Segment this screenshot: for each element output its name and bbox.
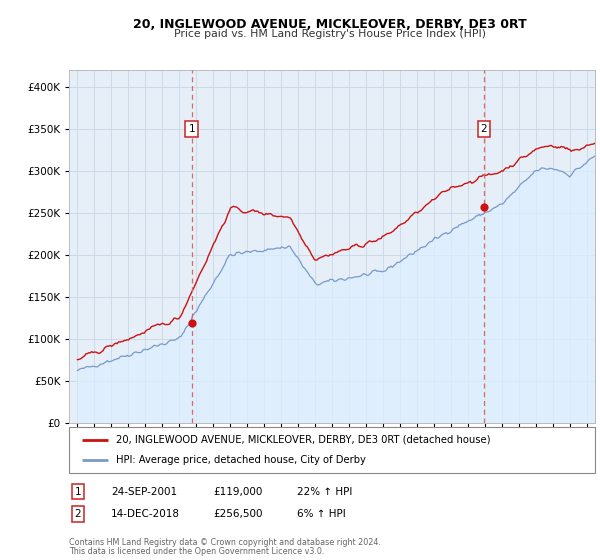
Text: HPI: Average price, detached house, City of Derby: HPI: Average price, detached house, City… <box>116 455 366 465</box>
Point <box>479 203 489 212</box>
Text: 22% ↑ HPI: 22% ↑ HPI <box>297 487 352 497</box>
Text: 14-DEC-2018: 14-DEC-2018 <box>111 509 180 519</box>
Text: 20, INGLEWOOD AVENUE, MICKLEOVER, DERBY, DE3 0RT (detached house): 20, INGLEWOOD AVENUE, MICKLEOVER, DERBY,… <box>116 435 491 445</box>
Text: 1: 1 <box>74 487 82 497</box>
Text: £256,500: £256,500 <box>213 509 263 519</box>
Text: 2: 2 <box>74 509 82 519</box>
Text: Price paid vs. HM Land Registry's House Price Index (HPI): Price paid vs. HM Land Registry's House … <box>174 29 486 39</box>
Point <box>187 318 197 327</box>
Text: 20, INGLEWOOD AVENUE, MICKLEOVER, DERBY, DE3 0RT: 20, INGLEWOOD AVENUE, MICKLEOVER, DERBY,… <box>133 18 527 31</box>
Text: 24-SEP-2001: 24-SEP-2001 <box>111 487 177 497</box>
Text: 2: 2 <box>481 124 487 134</box>
Text: 1: 1 <box>188 124 195 134</box>
Text: This data is licensed under the Open Government Licence v3.0.: This data is licensed under the Open Gov… <box>69 547 325 556</box>
Text: £119,000: £119,000 <box>213 487 262 497</box>
FancyBboxPatch shape <box>69 427 595 473</box>
Text: Contains HM Land Registry data © Crown copyright and database right 2024.: Contains HM Land Registry data © Crown c… <box>69 538 381 547</box>
Text: 6% ↑ HPI: 6% ↑ HPI <box>297 509 346 519</box>
